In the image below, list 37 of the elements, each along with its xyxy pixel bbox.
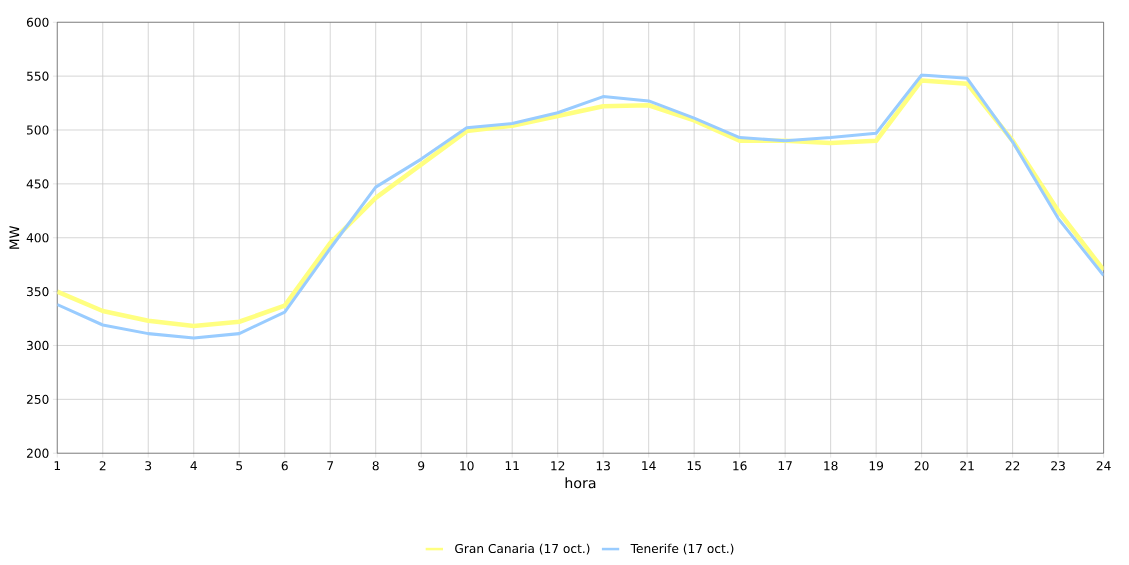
x-tick-label: 23 — [1051, 461, 1065, 471]
x-tick-label: 7 — [327, 461, 334, 471]
x-tick-label: 21 — [960, 461, 974, 471]
x-tick-label: 13 — [596, 461, 610, 471]
y-tick-label: 350 — [27, 287, 49, 297]
x-tick-label: 17 — [778, 461, 792, 471]
x-tick-label: 19 — [869, 461, 884, 471]
x-tick-label: 2 — [99, 461, 106, 471]
x-tick-label: 6 — [281, 461, 288, 471]
y-tick-label: 200 — [26, 448, 49, 459]
x-tick-label: 16 — [733, 461, 747, 471]
x-axis-title: hora — [565, 477, 596, 489]
x-tick-label: 24 — [1096, 461, 1111, 471]
legend-label: Gran Canaria (17 oct.) — [455, 543, 590, 555]
y-tick-label: 550 — [27, 71, 49, 81]
x-tick-label: 12 — [551, 461, 565, 471]
x-tick-label: 8 — [372, 461, 379, 471]
legend-label: Tenerife (17 oct.) — [630, 543, 734, 555]
y-tick-label: 600 — [26, 17, 49, 28]
y-tick-label: 400 — [26, 233, 49, 243]
y-axis-title: MW — [9, 226, 20, 249]
y-tick-label: 300 — [27, 341, 49, 351]
x-tick-label: 10 — [460, 461, 474, 471]
y-tick-label: 500 — [27, 125, 49, 135]
x-tick-label: 4 — [190, 461, 197, 471]
x-tick-label: 18 — [824, 461, 838, 471]
y-tick-label: 250 — [26, 394, 49, 405]
x-tick-label: 5 — [236, 461, 243, 471]
x-tick-label: 3 — [145, 461, 152, 471]
x-tick-label: 9 — [418, 461, 425, 471]
x-tick-label: 22 — [1005, 461, 1020, 471]
y-tick-label: 450 — [26, 179, 49, 189]
x-tick-label: 1 — [54, 461, 61, 471]
x-tick-label: 11 — [505, 461, 519, 471]
x-tick-label: 15 — [687, 461, 701, 471]
x-tick-label: 14 — [642, 461, 656, 471]
x-tick-label: 20 — [914, 461, 929, 471]
